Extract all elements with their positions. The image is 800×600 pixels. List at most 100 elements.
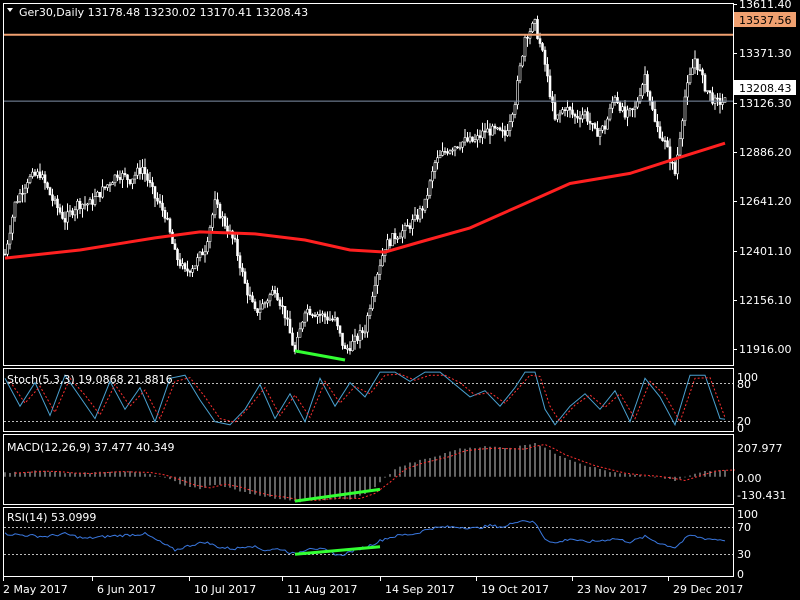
candle-body [501, 129, 504, 132]
candle-body [131, 178, 134, 184]
candle-body [683, 96, 687, 122]
candle-body [431, 171, 434, 182]
candle-body [108, 184, 112, 186]
candle-body [348, 348, 352, 352]
rsi-tick-label: 0 [737, 568, 744, 581]
candle-body [398, 236, 402, 239]
price-tick-label: 11916.00 [739, 343, 792, 356]
candle-body [406, 225, 409, 227]
candle-body [286, 317, 289, 320]
candle-body [3, 253, 7, 256]
stoch-panel-header: Stoch(5,3,3) 19.0868 21.8816 [7, 373, 173, 386]
candle-body [353, 335, 357, 342]
candle-body [76, 200, 79, 211]
candle-body [306, 308, 309, 314]
candle-body [346, 348, 349, 350]
macd-tick-label: -130.431 [737, 489, 786, 502]
price-panel-header: Ger30,Daily 13178.48 13230.02 13170.41 1… [19, 6, 308, 19]
candle-body [98, 191, 102, 198]
price-tick-label: 13611.40 [739, 0, 792, 11]
candle-body [91, 199, 94, 205]
candle-body [486, 128, 489, 133]
candle-body [456, 146, 459, 149]
candle-body [536, 19, 539, 39]
candle-body [571, 109, 574, 115]
hline-price-tag [734, 12, 796, 27]
candle-body [36, 171, 39, 176]
candle-body [96, 191, 99, 197]
candle-body [461, 141, 464, 148]
candle-body [31, 171, 34, 177]
candle-body [148, 180, 152, 183]
candle-body [511, 114, 514, 122]
candle-body [723, 97, 727, 103]
candle-body [656, 121, 659, 128]
candle-body [176, 249, 179, 261]
candle-body [701, 69, 704, 76]
candle-body [698, 69, 702, 72]
candle-body [243, 271, 247, 284]
candle-body [588, 120, 592, 124]
candle-body [371, 296, 374, 309]
macd-tick-label: 207.977 [737, 442, 783, 455]
candle-body [516, 80, 519, 105]
candle-body [716, 97, 719, 100]
time-label: 11 Aug 2017 [287, 583, 357, 596]
candle-body [248, 294, 252, 297]
candle-body [203, 251, 207, 256]
candle-body [496, 127, 499, 130]
candle-body [101, 186, 104, 198]
candle-body [498, 127, 502, 131]
candle-body [53, 198, 57, 201]
candle-body [311, 314, 314, 316]
candle-body [278, 299, 282, 306]
time-label: 10 Jul 2017 [194, 583, 256, 596]
candle-body [386, 239, 389, 251]
candle-body [513, 104, 517, 115]
candle-body [478, 135, 482, 138]
price-tick-label: 13126.30 [739, 97, 792, 110]
candle-body [458, 146, 462, 149]
candle-body [418, 208, 422, 220]
candle-body [706, 90, 709, 92]
candle-body [443, 151, 447, 153]
candle-body [578, 117, 582, 120]
candle-body [691, 67, 694, 75]
candle-body [653, 109, 657, 122]
chart-menu-icon[interactable] [7, 8, 13, 12]
candle-body [658, 126, 662, 139]
candle-body [561, 109, 564, 114]
candle-body [266, 300, 269, 304]
candle-body [291, 332, 294, 346]
candle-body [646, 74, 649, 92]
candle-body [673, 162, 677, 175]
candle-body [236, 239, 239, 257]
candle-body [423, 198, 427, 211]
price-panel-frame [3, 3, 734, 366]
candle-body [468, 136, 472, 142]
candle-body [141, 167, 144, 174]
candle-body [368, 308, 372, 316]
candle-body [333, 317, 337, 320]
hline-price-label: 13537.56 [739, 14, 792, 27]
candle-body [113, 174, 117, 184]
time-label: 29 Dec 2017 [673, 583, 743, 596]
candle-body [631, 108, 634, 111]
rsi-panel-header: RSI(14) 53.0999 [7, 511, 96, 524]
rsi-divergence-line [294, 545, 381, 556]
candle-body [686, 82, 689, 98]
candle-body [151, 182, 154, 187]
candle-body [596, 127, 599, 137]
stoch-tick-label: 0 [737, 422, 744, 435]
candle-body [168, 218, 172, 233]
candle-body [451, 149, 454, 152]
candle-body [213, 199, 217, 216]
rsi-tick-label: 30 [737, 548, 751, 561]
stoch-tick-label: 80 [737, 378, 751, 391]
candle-body [316, 314, 319, 317]
candle-body [688, 74, 692, 84]
candle-body [551, 96, 554, 103]
candle-body [193, 265, 197, 269]
candle-body [211, 214, 214, 228]
